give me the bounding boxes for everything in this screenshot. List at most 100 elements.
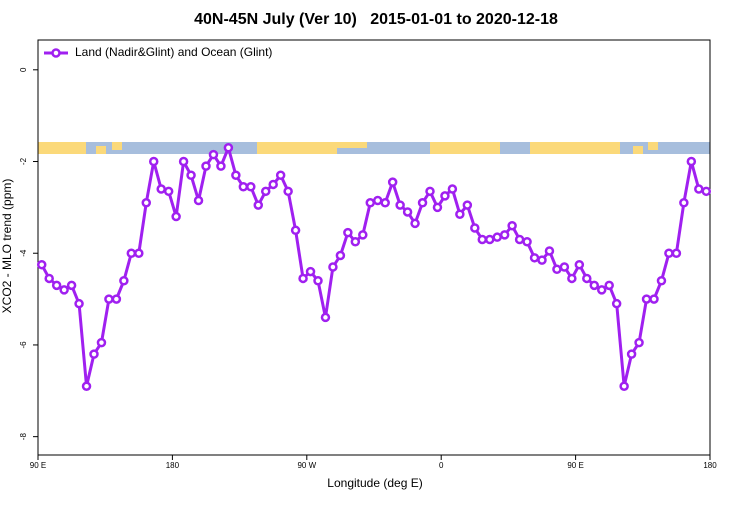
point: [492, 232, 502, 242]
point: [111, 294, 122, 304]
plot-frame: [37, 39, 711, 456]
point: [51, 280, 62, 291]
x-tick-label: 0: [439, 461, 444, 470]
point: [589, 280, 600, 291]
point: [328, 262, 338, 272]
point: [313, 275, 323, 286]
point: [440, 191, 450, 201]
point: [275, 170, 286, 181]
point: [89, 349, 99, 359]
point: [559, 262, 570, 272]
point: [119, 275, 129, 286]
chart-title: 40N-45N July (Ver 10) 2015-01-01 to 2020…: [194, 11, 558, 28]
point: [514, 234, 525, 245]
point: [432, 202, 443, 213]
point: [395, 200, 405, 210]
point: [298, 273, 308, 284]
land-band: [112, 142, 122, 150]
point: [410, 218, 420, 229]
point: [171, 211, 181, 222]
point: [253, 200, 264, 210]
y-tick-label: -8: [19, 433, 28, 441]
point: [447, 184, 458, 194]
point: [163, 186, 174, 197]
point: [66, 280, 77, 291]
point: [238, 181, 249, 192]
point: [574, 259, 585, 270]
point: [634, 337, 644, 348]
point: [193, 195, 204, 206]
y-tick-label: -2: [19, 157, 28, 165]
point: [74, 298, 84, 309]
point: [582, 273, 592, 284]
point: [529, 253, 540, 263]
x-tick-label: 90 E: [567, 461, 583, 470]
land-band: [257, 142, 337, 154]
series-line: [40, 143, 707, 387]
point: [186, 170, 196, 181]
point: [641, 294, 652, 304]
point: [507, 220, 517, 231]
point: [694, 184, 704, 194]
point: [470, 223, 480, 233]
point: [223, 143, 234, 153]
point: [44, 273, 54, 284]
point: [246, 181, 256, 192]
point: [596, 285, 607, 295]
land-band: [96, 146, 106, 154]
land-ocean-strip: [38, 142, 710, 154]
point: [350, 237, 361, 247]
point: [604, 280, 614, 291]
land-band: [430, 142, 500, 154]
land-band: [337, 142, 367, 148]
point: [477, 234, 488, 245]
point: [552, 264, 562, 275]
point: [402, 207, 413, 217]
point: [126, 248, 137, 258]
point: [156, 184, 166, 194]
point: [671, 248, 682, 258]
point: [201, 161, 211, 171]
point: [417, 198, 428, 208]
x-axis-label: Longitude (deg E): [327, 476, 422, 490]
point: [372, 195, 383, 206]
point: [96, 337, 107, 348]
point: [679, 198, 689, 208]
point: [148, 156, 159, 167]
point: [134, 248, 144, 258]
y-tick-label: -4: [19, 249, 28, 257]
point: [611, 298, 622, 309]
point: [283, 186, 293, 197]
point: [522, 237, 532, 247]
point: [290, 225, 301, 236]
point: [36, 259, 47, 270]
point: [537, 255, 547, 265]
point: [626, 349, 637, 359]
point: [81, 381, 92, 391]
land-band: [648, 142, 658, 150]
x-tick-label: 90 E: [30, 461, 46, 470]
x-tick-label: 180: [703, 461, 717, 470]
x-tick-label: 90 W: [297, 461, 316, 470]
point: [141, 198, 152, 208]
legend-label: Land (Nadir&Glint) and Ocean (Glint): [75, 45, 272, 59]
point: [216, 161, 226, 171]
point: [686, 156, 697, 167]
y-axis-label: XCO2 - MLO trend (ppm): [0, 179, 14, 314]
x-tick-label: 180: [166, 461, 180, 470]
point: [343, 227, 353, 238]
point: [387, 177, 398, 187]
land-band: [633, 146, 643, 154]
point: [178, 156, 189, 167]
point: [305, 266, 316, 277]
point: [231, 170, 241, 181]
point: [701, 186, 712, 197]
point: [544, 246, 555, 256]
point: [567, 273, 577, 284]
point: [335, 250, 346, 261]
point: [425, 186, 435, 197]
point: [365, 198, 376, 208]
point: [455, 209, 465, 220]
point: [320, 312, 331, 323]
